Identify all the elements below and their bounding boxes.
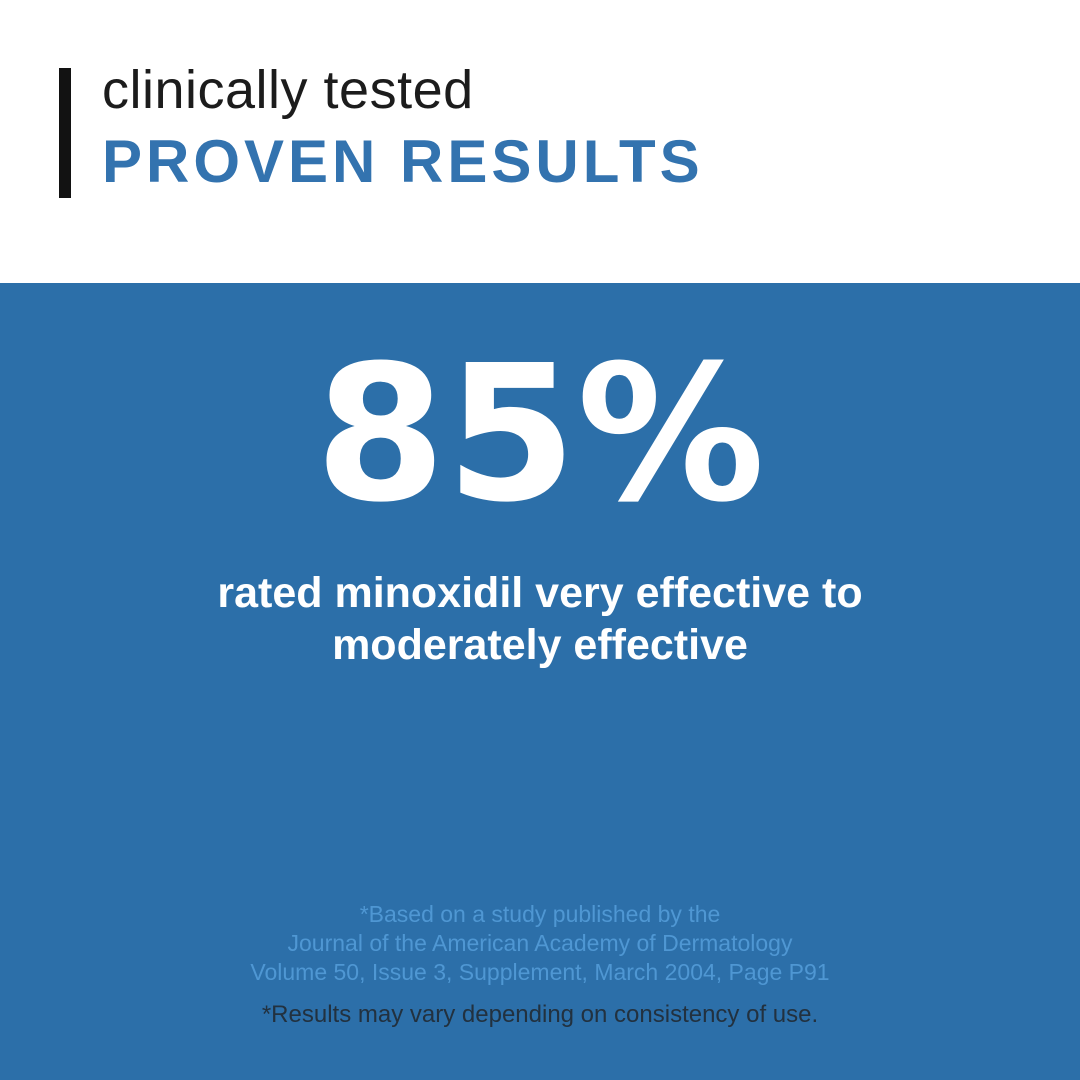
stat-caption: rated minoxidil very effective to modera… — [0, 567, 1080, 672]
header-text: clinically tested PROVEN RESULTS — [102, 60, 704, 192]
stat-value: 85% — [315, 325, 765, 544]
citation-line2: Journal of the American Academy of Derma… — [287, 929, 793, 956]
disclaimer-text: *Results may vary depending on consisten… — [261, 1001, 819, 1028]
citation-line1: *Based on a study published by the — [359, 901, 721, 927]
eyebrow-text: clinically tested — [102, 60, 474, 120]
citation-block: *Based on a study published by the Journ… — [0, 900, 1080, 987]
stat-caption-line1: rated minoxidil very effective to — [217, 569, 863, 617]
stat-caption-line2: moderately effective — [332, 621, 748, 670]
header-section: clinically tested PROVEN RESULTS — [0, 0, 1080, 283]
citation-line3: Volume 50, Issue 3, Supplement, March 20… — [250, 958, 830, 985]
accent-bar — [59, 68, 71, 198]
page-title: PROVEN RESULTS — [102, 128, 704, 196]
hero-section: 85% rated minoxidil very effective to mo… — [0, 283, 1080, 1080]
